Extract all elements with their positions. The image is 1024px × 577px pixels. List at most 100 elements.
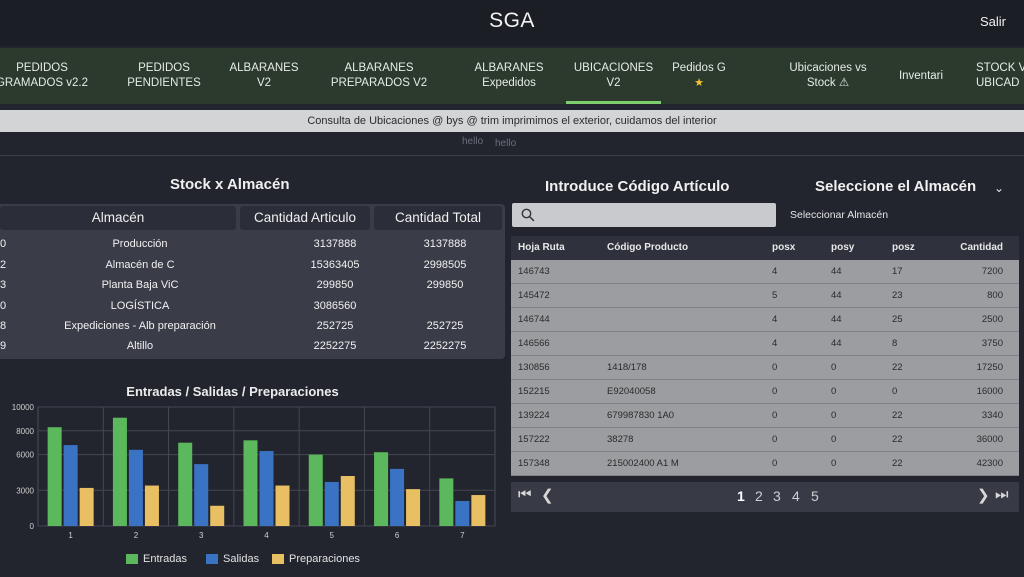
row-code: 2 <box>0 259 7 271</box>
last-page-icon[interactable]: ⏭ <box>995 486 1009 503</box>
legend-entradas[interactable]: Entradas <box>126 553 187 565</box>
cell-posx: 0 <box>772 386 778 397</box>
cell-codigo: 1418/178 <box>607 362 647 373</box>
bar-salidas <box>194 464 209 526</box>
next-page-icon[interactable]: ❯ <box>977 487 990 504</box>
nav-item-albaranes-preparados[interactable]: ALBARANES PREPARADOS V2 <box>328 48 430 104</box>
table-row[interactable]: 157348 215002400 A1 M 0 0 22 42300 <box>511 452 1019 476</box>
page-3[interactable]: 3 <box>773 488 781 504</box>
table-row[interactable]: 145472 5 44 23 800 <box>511 284 1019 308</box>
table-row[interactable]: 2 Almacén de C 15363405 2998505 <box>0 256 505 276</box>
nav-item-albaranes-expedidos[interactable]: ALBARANES Expedidos <box>468 48 550 104</box>
cell-posx: 0 <box>772 458 778 469</box>
x-tick-label: 7 <box>460 531 465 540</box>
nav-item-stock-ubicados[interactable]: STOCK V UBICAD <box>976 48 1024 104</box>
cell-hoja-ruta: 146744 <box>518 314 550 325</box>
cell-hoja-ruta: 139224 <box>518 410 550 421</box>
bar-preparaciones <box>406 489 421 526</box>
warehouse-title: Seleccione el Almacén <box>815 178 977 195</box>
cell-posx: 0 <box>772 362 778 373</box>
row-warehouse: Altillo <box>126 340 154 352</box>
table-row[interactable]: 130856 1418/178 0 0 22 17250 <box>511 356 1019 380</box>
table-row[interactable]: 8 Expediciones - Alb preparación 252725 … <box>0 317 505 337</box>
row-qty-article: 299850 <box>316 279 354 291</box>
col-posz[interactable]: posz <box>892 242 915 253</box>
legend-label: Salidas <box>223 553 260 565</box>
search-input[interactable] <box>512 203 776 227</box>
nav-item-label: ALBARANES <box>474 62 544 74</box>
warehouse-select[interactable]: Seleccionar Almacén <box>790 209 889 221</box>
page-5[interactable]: 5 <box>811 488 819 504</box>
cell-posy: 44 <box>831 338 842 349</box>
cell-posx: 4 <box>772 338 778 349</box>
x-tick-label: 5 <box>330 531 335 540</box>
nav-item-sublabel: Stock ⚠ <box>806 77 850 89</box>
row-warehouse: Planta Baja ViC <box>101 279 179 291</box>
cell-cantidad: 17250 <box>976 362 1003 373</box>
x-tick-label: 2 <box>134 531 139 540</box>
chevron-down-icon[interactable]: ⌄ <box>994 181 1005 195</box>
section-divider <box>0 155 1024 156</box>
cell-posz: 23 <box>892 290 903 301</box>
first-page-icon[interactable]: ⏮ <box>518 486 532 503</box>
ghost-text: hello <box>495 138 517 149</box>
nav-item-pedidos-programados[interactable]: PEDIDOS GRAMADOS v2.2 <box>0 48 88 104</box>
table-row[interactable]: 152215 E92040058 0 0 0 16000 <box>511 380 1019 404</box>
main-nav: PEDIDOS GRAMADOS v2.2 PEDIDOS PENDIENTES… <box>0 48 1024 104</box>
bar-entradas <box>112 417 127 526</box>
col-cantidad[interactable]: Cantidad <box>960 242 1003 253</box>
cell-posx: 0 <box>772 410 778 421</box>
legend-salidas[interactable]: Salidas <box>206 553 259 565</box>
table-row[interactable]: 9 Altillo 2252275 2252275 <box>0 337 505 357</box>
legend-preparaciones[interactable]: Preparaciones <box>272 553 360 565</box>
cell-posz: 0 <box>892 386 898 397</box>
cell-hoja-ruta: 152215 <box>518 386 550 397</box>
bar-salidas <box>259 451 274 526</box>
cell-posy: 44 <box>831 266 842 277</box>
nav-item-ubicaciones-vs-stock[interactable]: Ubicaciones vs Stock ⚠ <box>780 48 876 104</box>
prev-page-icon[interactable]: ❮ <box>541 487 554 504</box>
y-tick-label: 6000 <box>16 451 34 460</box>
cell-posy: 44 <box>831 314 842 325</box>
cell-posy: 0 <box>831 362 837 373</box>
cell-codigo: 38278 <box>607 434 634 445</box>
nav-item-label: PEDIDOS <box>16 62 68 74</box>
nav-item-ubicaciones-v2[interactable]: UBICACIONES V2 <box>566 48 661 104</box>
nav-item-inventario[interactable]: Inventari <box>890 48 952 104</box>
legend-swatch <box>272 554 284 564</box>
cell-codigo: E92040058 <box>607 386 656 397</box>
logout-link[interactable]: Salir <box>979 14 1006 29</box>
x-tick-label: 3 <box>199 531 204 540</box>
cell-posx: 4 <box>772 314 778 325</box>
page-1[interactable]: 1 <box>737 488 745 504</box>
col-posy[interactable]: posy <box>831 242 855 253</box>
table-row[interactable]: 139224 679987830 1A0 0 0 22 3340 <box>511 404 1019 428</box>
nav-item-pedidos-g[interactable]: Pedidos G ★ <box>668 48 730 104</box>
col-codigo-producto[interactable]: Código Producto <box>607 242 689 253</box>
page-2[interactable]: 2 <box>755 488 763 504</box>
cell-posz: 22 <box>892 434 903 445</box>
nav-item-label: Pedidos G <box>672 62 726 74</box>
table-row[interactable]: 146566 4 44 8 3750 <box>511 332 1019 356</box>
cell-hoja-ruta: 146743 <box>518 266 550 277</box>
table-row[interactable]: 146743 4 44 17 7200 <box>511 260 1019 284</box>
nav-item-label: UBICACIONES <box>573 62 654 74</box>
table-row[interactable]: 146744 4 44 25 2500 <box>511 308 1019 332</box>
page-4[interactable]: 4 <box>792 488 800 504</box>
bar-salidas <box>390 468 405 526</box>
col-posx[interactable]: posx <box>772 242 796 253</box>
table-row[interactable]: 3 Planta Baja ViC 299850 299850 <box>0 276 505 296</box>
nav-item-albaranes-v2[interactable]: ALBARANES V2 <box>222 48 306 104</box>
nav-item-pedidos-pendientes[interactable]: PEDIDOS PENDIENTES <box>120 48 208 104</box>
nav-item-label: STOCK V <box>976 62 1024 74</box>
table-row[interactable]: 0 LOGÍSTICA 3086560 <box>0 297 505 317</box>
table-row[interactable]: 157222 38278 0 0 22 36000 <box>511 428 1019 452</box>
row-code: 3 <box>0 279 7 291</box>
col-hoja-ruta[interactable]: Hoja Ruta <box>518 242 565 253</box>
bar-preparaciones <box>79 487 94 526</box>
star-icon: ★ <box>694 77 704 89</box>
table-row[interactable]: 0 Producción 3137888 3137888 <box>0 235 505 255</box>
cell-posy: 44 <box>831 290 842 301</box>
legend-label: Entradas <box>143 553 188 565</box>
bar-salidas <box>324 481 339 526</box>
